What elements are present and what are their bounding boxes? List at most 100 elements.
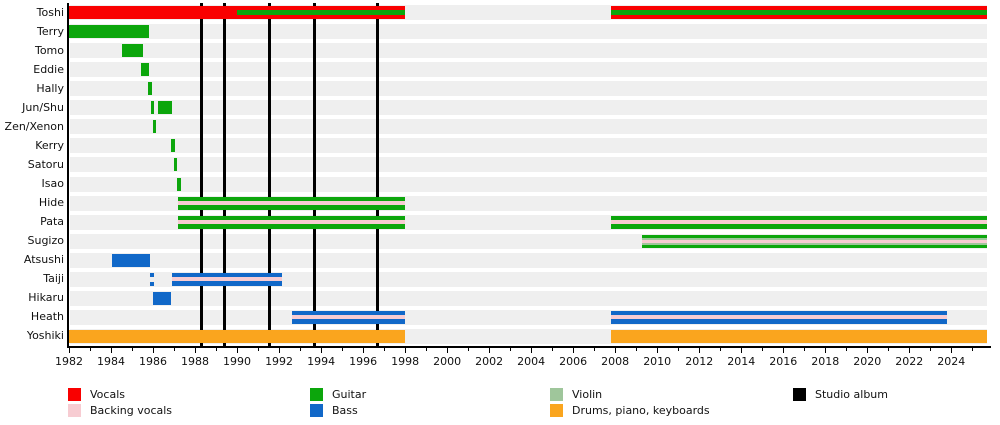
member-bar xyxy=(69,6,406,20)
backing-vocals-stripe xyxy=(610,220,987,225)
axis-year-label: 2006 xyxy=(559,355,588,368)
member-row-band xyxy=(70,157,987,173)
member-row-band xyxy=(70,24,987,40)
axis-tick xyxy=(615,348,617,353)
bar-dash-top xyxy=(149,272,155,277)
legend-item: Guitar xyxy=(310,388,550,402)
axis-tick xyxy=(804,348,806,351)
member-bar xyxy=(178,196,406,210)
axis-tick xyxy=(384,348,386,351)
axis-tick xyxy=(111,348,112,353)
legend-label: Backing vocals xyxy=(90,404,173,417)
member-bar xyxy=(171,272,283,286)
violin-stripe xyxy=(642,237,987,245)
legend-swatch-backing xyxy=(68,404,81,417)
member-row-band xyxy=(70,81,987,97)
member-bar xyxy=(291,310,406,324)
axis-tick xyxy=(195,348,197,353)
axis-tick xyxy=(342,348,344,351)
member-row-band xyxy=(70,62,987,78)
member-row-band xyxy=(70,100,987,116)
member-label: Terry xyxy=(37,24,64,38)
axis-tick xyxy=(909,348,911,353)
legend-swatch-bass xyxy=(310,404,323,417)
legend-item: Violin xyxy=(550,388,790,402)
axis-tick xyxy=(846,348,848,351)
legend-label: Studio album xyxy=(815,388,888,401)
axis-tick xyxy=(783,348,785,353)
backing-vocals-stripe xyxy=(642,239,987,243)
member-label: Isao xyxy=(41,177,64,191)
member-bar xyxy=(610,6,987,20)
legend-item: Backing vocals xyxy=(68,404,308,418)
axis-tick xyxy=(174,348,176,351)
member-label: Eddie xyxy=(33,62,64,76)
axis-year-label: 2020 xyxy=(853,355,882,368)
axis-tick xyxy=(552,348,554,351)
axis-tick xyxy=(720,348,722,351)
axis-tick xyxy=(699,348,701,353)
member-bar xyxy=(69,329,406,343)
axis-tick xyxy=(594,348,596,351)
axis-year-label: 1994 xyxy=(307,355,336,368)
member-bar xyxy=(610,310,948,324)
member-label: Hide xyxy=(38,196,64,210)
member-bar xyxy=(149,272,155,286)
legend-label: Guitar xyxy=(332,388,367,401)
backing-vocals-stripe xyxy=(178,220,406,225)
member-label: Kerry xyxy=(35,138,64,152)
backing-vocals-stripe xyxy=(610,315,948,320)
member-bar xyxy=(158,101,172,115)
axis-tick xyxy=(657,348,659,353)
member-label: Hikaru xyxy=(28,291,64,305)
member-bar xyxy=(112,253,150,267)
axis-tick xyxy=(405,348,407,353)
axis-year-label: 1982 xyxy=(55,355,83,368)
y-axis-line xyxy=(67,3,69,348)
member-bar xyxy=(178,215,406,229)
legend-swatch-album xyxy=(793,388,806,401)
guitar-stripe xyxy=(237,10,406,16)
legend-label: Drums, piano, keyboards xyxy=(572,404,710,417)
bar-dash-bottom xyxy=(149,281,155,286)
axis-tick xyxy=(972,348,974,351)
member-row-band xyxy=(70,271,987,287)
member-label: Tomo xyxy=(34,43,64,57)
axis-year-label: 1992 xyxy=(265,355,294,368)
member-bar xyxy=(177,177,182,191)
member-label: Pata xyxy=(40,215,64,229)
legend-item: Vocals xyxy=(68,388,308,402)
axis-tick xyxy=(363,348,365,353)
axis-tick xyxy=(321,348,323,353)
axis-tick xyxy=(447,348,449,353)
studio-album-line xyxy=(268,3,272,346)
axis-year-label: 2012 xyxy=(685,355,714,368)
studio-album-line xyxy=(313,3,317,346)
backing-vocals-stripe xyxy=(171,277,283,282)
legend-item: Drums, piano, keyboards xyxy=(550,404,790,418)
studio-album-line xyxy=(199,3,203,346)
axis-tick xyxy=(510,348,512,351)
axis-year-label: 1990 xyxy=(223,355,252,368)
axis-year-label: 2000 xyxy=(433,355,462,368)
axis-tick xyxy=(279,348,281,353)
axis-year-label: 2008 xyxy=(601,355,630,368)
axis-tick xyxy=(678,348,680,351)
member-row-band xyxy=(70,138,987,154)
member-bar xyxy=(153,291,171,305)
member-bar xyxy=(610,215,987,229)
member-label: Heath xyxy=(30,310,64,324)
axis-year-label: 2014 xyxy=(727,355,756,368)
member-label: Sugizo xyxy=(27,234,65,248)
legend-item: Studio album xyxy=(793,388,1000,402)
axis-tick xyxy=(69,348,70,353)
axis-tick xyxy=(237,348,239,353)
axis-tick xyxy=(258,348,260,351)
member-row-band xyxy=(70,119,987,135)
legend-swatch-guitar xyxy=(310,388,323,401)
axis-year-label: 2004 xyxy=(517,355,546,368)
member-row-band xyxy=(70,290,987,306)
guitar-stripe xyxy=(610,10,987,16)
legend-swatch-vocals xyxy=(68,388,81,401)
